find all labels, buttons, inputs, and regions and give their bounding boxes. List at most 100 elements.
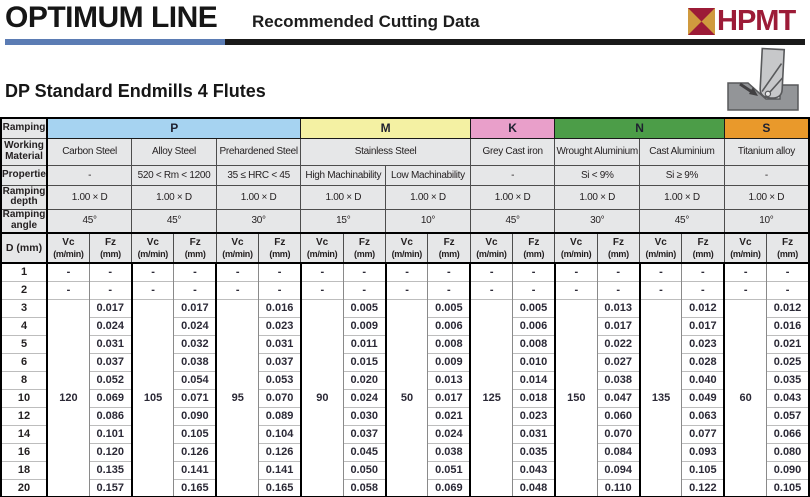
fz-cell: 0.077 <box>681 424 725 443</box>
properties-cell: 35 ≤ HRC < 45 <box>215 164 302 186</box>
vc-cell: - <box>299 280 344 299</box>
fz-cell: 0.052 <box>89 370 132 389</box>
vc-cell: 125 <box>469 298 514 497</box>
vc-cell: 60 <box>723 298 768 497</box>
fz-cell: 0.050 <box>343 460 386 479</box>
fz-cell: 0.022 <box>597 334 640 353</box>
column-header-vc: Vc (m/min) <box>554 232 598 264</box>
vc-cell: - <box>469 280 514 299</box>
fz-cell: 0.043 <box>512 460 555 479</box>
fz-cell: 0.005 <box>512 298 555 317</box>
fz-cell: 0.028 <box>681 352 725 371</box>
vc-cell: 90 <box>299 298 344 497</box>
fz-cell: 0.025 <box>766 352 809 371</box>
fz-cell: 0.017 <box>597 316 640 335</box>
vc-cell: - <box>638 280 683 299</box>
table-row: 4 0.024 0.024 0.023 0.009 0.006 0.006 0.… <box>1 316 809 335</box>
fz-cell: 0.017 <box>89 298 132 317</box>
fz-cell: 0.009 <box>427 352 471 371</box>
fz-cell: 0.084 <box>597 442 640 461</box>
fz-cell: 0.080 <box>766 442 809 461</box>
fz-cell: 0.023 <box>258 316 301 335</box>
fz-cell: 0.141 <box>258 460 301 479</box>
vc-cell: - <box>45 262 90 281</box>
material-header: Grey Cast iron <box>469 137 556 166</box>
logo-text: HPMT <box>717 5 796 37</box>
ramping-depth-cell: 1.00 × D <box>46 184 133 210</box>
vc-cell: 105 <box>130 298 175 497</box>
table-row: 5 0.031 0.032 0.031 0.011 0.008 0.008 0.… <box>1 334 809 353</box>
ramping-depth-cell: 1.00 × D <box>723 184 810 210</box>
fz-cell: 0.060 <box>597 406 640 425</box>
fz-cell: 0.094 <box>597 460 640 479</box>
fz-cell: 0.053 <box>258 370 301 389</box>
ramping-depth-cell: 1.00 × D <box>215 184 302 210</box>
table-row: 2 -- -- -- -- -- -- -- -- -- <box>1 280 809 299</box>
diameter-cell: 18 <box>1 460 48 479</box>
fz-cell: 0.016 <box>766 316 809 335</box>
blue-rule <box>5 39 225 45</box>
vc-cell: - <box>215 262 260 281</box>
fz-cell: 0.013 <box>427 370 471 389</box>
table-row: 8 0.052 0.054 0.053 0.020 0.013 0.014 0.… <box>1 370 809 389</box>
fz-cell: 0.020 <box>343 370 386 389</box>
fz-cell: 0.037 <box>258 352 301 371</box>
fz-cell: 0.023 <box>681 334 725 353</box>
fz-cell: - <box>427 262 471 281</box>
row-label-ramping-angle: Ramping angle <box>0 208 48 234</box>
fz-cell: 0.165 <box>173 478 217 497</box>
fz-cell: 0.105 <box>173 424 217 443</box>
fz-cell: 0.031 <box>258 334 301 353</box>
fz-cell: 0.049 <box>681 388 725 407</box>
table-row: 16 0.120 0.126 0.126 0.045 0.038 0.035 0… <box>1 442 809 461</box>
ramping-depth-cell: 1.00 × D <box>385 184 471 210</box>
fz-cell: - <box>258 280 301 299</box>
black-rule <box>225 39 805 45</box>
column-header-fz: Fz (mm) <box>596 232 641 264</box>
fz-cell: 0.012 <box>766 298 809 317</box>
fz-cell: - <box>89 262 132 281</box>
vc-cell: - <box>469 262 514 281</box>
column-header-fz: Fz (mm) <box>427 232 471 264</box>
ramping-depth-cell: 1.00 × D <box>554 184 641 210</box>
vc-cell: - <box>384 280 429 299</box>
fz-cell: 0.063 <box>681 406 725 425</box>
fz-cell: 0.086 <box>89 406 132 425</box>
diameter-cell: 3 <box>1 298 48 317</box>
fz-cell: - <box>597 262 640 281</box>
material-header: Cast Aluminium <box>639 137 725 166</box>
fz-cell: 0.024 <box>173 316 217 335</box>
fz-cell: 0.122 <box>681 478 725 497</box>
fz-cell: 0.037 <box>89 352 132 371</box>
vc-cell: 150 <box>553 298 598 497</box>
fz-cell: - <box>597 280 640 299</box>
fz-cell: 0.120 <box>89 442 132 461</box>
fz-cell: 0.017 <box>427 388 471 407</box>
fz-cell: 0.104 <box>258 424 301 443</box>
fz-cell: 0.031 <box>512 424 555 443</box>
fz-cell: - <box>512 280 555 299</box>
fz-cell: - <box>343 262 386 281</box>
material-header: Stainless Steel <box>300 137 471 166</box>
properties-cell: Si ≥ 9% <box>639 164 725 186</box>
fz-cell: 0.070 <box>258 388 301 407</box>
fz-cell: 0.021 <box>427 406 471 425</box>
fz-cell: 0.038 <box>427 442 471 461</box>
diameter-cell: 1 <box>1 262 48 281</box>
ramping-depth-cell: 1.00 × D <box>300 184 387 210</box>
diameter-cell: 6 <box>1 352 48 371</box>
ramping-angle-cell: 45° <box>639 208 725 234</box>
fz-cell: 0.048 <box>512 478 555 497</box>
fz-cell: 0.014 <box>512 370 555 389</box>
row-label-ramping-depth: Ramping depth <box>0 184 48 210</box>
diameter-cell: 20 <box>1 478 48 497</box>
fz-cell: 0.023 <box>512 406 555 425</box>
fz-cell: 0.090 <box>766 460 809 479</box>
properties-cell: - <box>469 164 556 186</box>
properties-cell: High Machinability <box>300 164 387 186</box>
column-header-vc: Vc (m/min) <box>300 232 344 264</box>
fz-cell: 0.051 <box>427 460 471 479</box>
vc-cell: - <box>130 262 175 281</box>
column-header-vc: Vc (m/min) <box>469 232 514 264</box>
fz-cell: - <box>173 262 217 281</box>
